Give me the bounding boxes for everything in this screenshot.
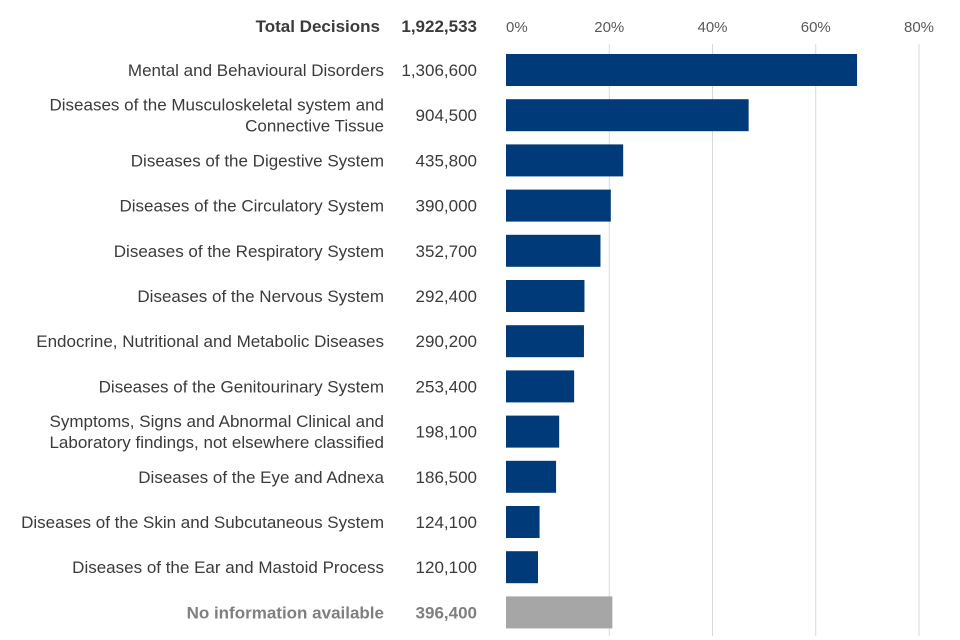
bar-count-label: 396,400 — [416, 603, 477, 622]
category-label: Diseases of the Skin and Subcutaneous Sy… — [21, 513, 384, 532]
bar — [506, 234, 601, 267]
bar-count-label: 253,400 — [416, 377, 477, 396]
bar-count-label: 1,306,600 — [401, 61, 477, 80]
category-label: Diseases of the Musculoskeletal system a… — [50, 96, 385, 115]
labels: Total Decisions 1,922,533 0% 20% 40% 60% 80%… — [21, 17, 934, 622]
category-label: No information available — [187, 603, 384, 622]
x-tick-label: 0% — [506, 19, 528, 36]
category-label: Diseases of the Eye and Adnexa — [138, 468, 384, 487]
bar-count-label: 352,700 — [416, 242, 477, 261]
x-tick-label: 20% — [594, 19, 624, 36]
bar-count-label: 290,200 — [416, 332, 477, 351]
gridlines — [608, 44, 920, 636]
bar — [506, 54, 858, 86]
bar — [506, 506, 540, 538]
bar — [506, 370, 575, 403]
bar-count-label: 390,000 — [416, 197, 477, 216]
bar — [506, 280, 585, 312]
bar-no-information — [506, 596, 613, 629]
bar — [506, 551, 539, 584]
bar — [506, 144, 624, 177]
bar-count-label: 124,100 — [416, 513, 477, 532]
category-label: Symptoms, Signs and Abnormal Clinical an… — [50, 412, 385, 431]
bar-count-label: 198,100 — [416, 423, 477, 442]
category-label: Mental and Behavioural Disorders — [128, 61, 384, 80]
category-label: Connective Tissue — [245, 117, 384, 136]
category-label: Diseases of the Nervous System — [137, 287, 384, 306]
x-tick-label: 40% — [697, 19, 727, 36]
bar-count-label: 904,500 — [416, 106, 477, 125]
bar-count-label: 435,800 — [416, 151, 477, 170]
bar-count-label: 186,500 — [416, 468, 477, 487]
x-tick-label: 80% — [904, 19, 934, 36]
bar-count-label: 120,100 — [416, 558, 477, 577]
category-label: Endocrine, Nutritional and Metabolic Dis… — [36, 332, 384, 351]
bar — [506, 325, 584, 358]
x-tick-label: 60% — [801, 19, 831, 36]
total-decisions-value: 1,922,533 — [401, 17, 477, 36]
bar — [506, 99, 749, 132]
bar-count-label: 292,400 — [416, 287, 477, 306]
category-label: Diseases of the Respiratory System — [114, 242, 384, 261]
bar — [506, 189, 611, 222]
category-label: Diseases of the Circulatory System — [119, 197, 384, 216]
bars — [506, 54, 858, 629]
total-decisions-label: Total Decisions — [256, 17, 380, 36]
bar — [506, 460, 557, 493]
category-label: Diseases of the Digestive System — [131, 151, 384, 170]
category-label: Diseases of the Ear and Mastoid Process — [72, 558, 384, 577]
category-label: Diseases of the Genitourinary System — [99, 377, 384, 396]
category-label: Laboratory findings, not elsewhere class… — [49, 433, 384, 452]
bar — [506, 415, 560, 448]
